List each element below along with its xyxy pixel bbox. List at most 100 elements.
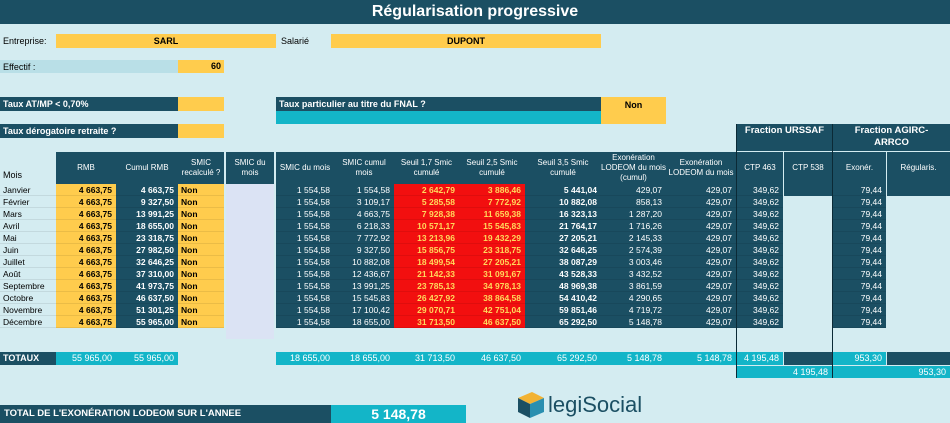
effectif-field[interactable]: 60 — [178, 60, 224, 73]
col-exo-cumul: 429,07 858,13 1 287,20 1 716,26 2 145,33 2 57… — [601, 184, 666, 328]
taux-atmp-label: Taux AT/MP < 0,70% — [0, 97, 178, 111]
cell-exoner: 79,44 — [833, 316, 886, 328]
cell-exo: 429,07 — [666, 280, 736, 292]
cell-exo_cumul: 1 716,26 — [601, 220, 666, 232]
cell-rmb[interactable]: 4 663,75 — [56, 268, 116, 280]
cell-s25: 23 318,75 — [459, 244, 525, 256]
cell-s17: 31 713,50 — [394, 316, 459, 328]
cell-recalc[interactable]: Non — [178, 220, 224, 232]
cell-exo: 429,07 — [666, 208, 736, 220]
cell-mois: Janvier — [0, 184, 56, 196]
separator-urssaf — [736, 124, 737, 378]
cell-rmb[interactable]: 4 663,75 — [56, 232, 116, 244]
header-smic-mois: SMIC du mois — [276, 152, 334, 184]
col-seuil-35: 5 441,04 10 882,08 16 323,13 21 764,17 27 20… — [525, 184, 601, 328]
totaux-label: TOTAUX — [0, 352, 56, 365]
cell-mois: Avril — [0, 220, 56, 232]
col-cumul-rmb: 4 663,75 9 327,50 13 991,25 18 655,00 23 318… — [116, 184, 178, 328]
entreprise-label: Entreprise: — [3, 36, 47, 46]
cell-mois: Juillet — [0, 256, 56, 268]
cell-cumul: 46 637,50 — [116, 292, 178, 304]
cell-ctp463: 349,62 — [737, 208, 783, 220]
cell-s25: 34 978,13 — [459, 280, 525, 292]
cell-cumul: 4 663,75 — [116, 184, 178, 196]
cell-exoner: 79,44 — [833, 256, 886, 268]
cell-recalc[interactable]: Non — [178, 304, 224, 316]
cell-recalc[interactable]: Non — [178, 232, 224, 244]
cell-exoner: 79,44 — [833, 196, 886, 208]
cell-exo_cumul: 2 145,33 — [601, 232, 666, 244]
cell-exo: 429,07 — [666, 268, 736, 280]
cell-recalc[interactable]: Non — [178, 184, 224, 196]
cell-cumul: 13 991,25 — [116, 208, 178, 220]
total-exoner: 953,30 — [833, 352, 886, 365]
header-exoner: Exonér. — [833, 152, 886, 184]
cell-rmb[interactable]: 4 663,75 — [56, 208, 116, 220]
cell-smic: 1 554,58 — [276, 196, 334, 208]
entreprise-field[interactable]: SARL — [56, 34, 276, 48]
cell-smic: 1 554,58 — [276, 316, 334, 328]
taux-derog-field[interactable] — [178, 124, 224, 138]
cell-s35: 32 646,25 — [525, 244, 601, 256]
cell-recalc[interactable]: Non — [178, 268, 224, 280]
cell-rmb[interactable]: 4 663,75 — [56, 316, 116, 328]
cell-recalc[interactable]: Non — [178, 196, 224, 208]
cell-recalc[interactable]: Non — [178, 208, 224, 220]
cell-rmb[interactable]: 4 663,75 — [56, 304, 116, 316]
total-smic-cumul: 18 655,00 — [334, 352, 394, 365]
cell-recalc[interactable]: Non — [178, 292, 224, 304]
col-smic-recalc: Non Non Non Non Non Non Non Non Non Non Non Non — [178, 184, 224, 328]
taux-atmp-field[interactable] — [178, 97, 224, 111]
cell-ctp463: 349,62 — [737, 220, 783, 232]
cell-smic_cumul: 4 663,75 — [334, 208, 394, 220]
cell-rmb[interactable]: 4 663,75 — [56, 184, 116, 196]
salarie-field[interactable]: DUPONT — [331, 34, 601, 48]
cell-rmb[interactable]: 4 663,75 — [56, 280, 116, 292]
cell-s25: 42 751,04 — [459, 304, 525, 316]
cell-rmb[interactable]: 4 663,75 — [56, 244, 116, 256]
cell-s17: 18 499,54 — [394, 256, 459, 268]
header-seuil-35: Seuil 3,5 Smic cumulé — [525, 152, 601, 184]
footer-value: 5 148,78 — [331, 405, 466, 423]
total-seuil-17: 31 713,50 — [394, 352, 459, 365]
taux-fnal-field[interactable]: Non — [601, 97, 666, 124]
cell-exo_cumul: 4 719,72 — [601, 304, 666, 316]
cell-recalc[interactable]: Non — [178, 280, 224, 292]
cell-recalc[interactable]: Non — [178, 316, 224, 328]
cell-rmb[interactable]: 4 663,75 — [56, 256, 116, 268]
header-seuil-17: Seuil 1,7 Smic cumulé — [394, 152, 459, 184]
cell-s17: 29 070,71 — [394, 304, 459, 316]
cell-s35: 65 292,50 — [525, 316, 601, 328]
cell-smic: 1 554,58 — [276, 304, 334, 316]
cell-exo: 429,07 — [666, 220, 736, 232]
col-rmb: 4 663,75 4 663,75 4 663,75 4 663,75 4 663,75… — [56, 184, 116, 328]
cell-s17: 15 856,75 — [394, 244, 459, 256]
cell-s17: 10 571,17 — [394, 220, 459, 232]
footer-label: TOTAL DE L'EXONÉRATION LODEOM SUR L'ANNE… — [0, 405, 331, 423]
cell-rmb[interactable]: 4 663,75 — [56, 196, 116, 208]
cell-s25: 38 864,58 — [459, 292, 525, 304]
cell-s25: 19 432,29 — [459, 232, 525, 244]
cell-cumul: 27 982,50 — [116, 244, 178, 256]
cell-rmb[interactable]: 4 663,75 — [56, 220, 116, 232]
page-title: Régularisation progressive — [0, 0, 950, 24]
header-ctp463: CTP 463 — [737, 152, 783, 184]
cell-recalc[interactable]: Non — [178, 256, 224, 268]
cell-recalc[interactable]: Non — [178, 244, 224, 256]
cell-ctp463: 349,62 — [737, 304, 783, 316]
cell-smic_cumul: 17 100,42 — [334, 304, 394, 316]
regularis-first-cell — [887, 184, 950, 196]
cell-rmb[interactable]: 4 663,75 — [56, 292, 116, 304]
cell-mois: Août — [0, 268, 56, 280]
total-rmb: 55 965,00 — [56, 352, 116, 365]
cell-exo_cumul: 3 003,46 — [601, 256, 666, 268]
header-exo-mois: Exonération LODEOM du mois — [666, 152, 736, 184]
col-ctp463: 349,62 349,62 349,62 349,62 349,62 349,62 349,… — [737, 184, 783, 328]
cell-exo_cumul: 429,07 — [601, 184, 666, 196]
cell-s35: 5 441,04 — [525, 184, 601, 196]
cell-s35: 59 851,46 — [525, 304, 601, 316]
cell-smic: 1 554,58 — [276, 268, 334, 280]
cell-s25: 11 659,38 — [459, 208, 525, 220]
cell-mois: Octobre — [0, 292, 56, 304]
cell-exoner: 79,44 — [833, 184, 886, 196]
